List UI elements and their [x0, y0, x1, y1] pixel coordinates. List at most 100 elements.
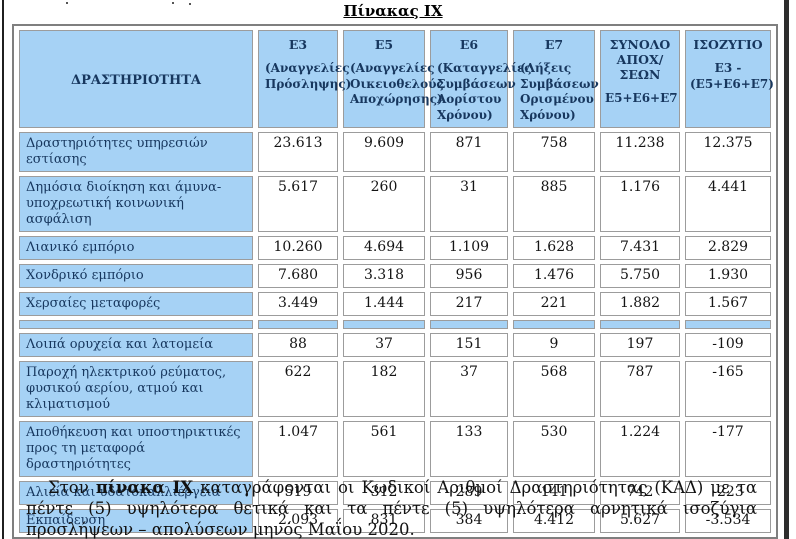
- separator-cell: [430, 320, 508, 330]
- value-cell: 141: [513, 481, 595, 506]
- value-cell: 956: [430, 264, 508, 289]
- header-e6: E6 (Καταγγελίες Συμβάσεων Αορίστου Χρόνο…: [430, 30, 532, 129]
- value-cell: 1.444: [343, 292, 425, 317]
- header-e7-desc: (Λήξεις Συμβάσεων Ορισμένου Χρόνου): [520, 61, 599, 122]
- value-cell: 260: [343, 176, 425, 233]
- value-cell: -3.534: [685, 509, 771, 534]
- caption-bold: πίνακα IX: [95, 478, 194, 497]
- value-cell: 384: [430, 509, 508, 534]
- table-row: Λιανικό εμπόριο 10.260 4.694 1.109 1.628 7.43…: [19, 236, 771, 261]
- page-border-right: [784, 0, 789, 539]
- value-cell: 37: [430, 361, 508, 418]
- value-cell: 519: [258, 481, 338, 506]
- value-cell: 312: [343, 481, 425, 506]
- value-cell: 1.476: [513, 264, 595, 289]
- caption-suffix: καταγράφονται οι Κωδικοί Αριθμοί Δραστηρ…: [26, 478, 757, 539]
- value-cell: -165: [685, 361, 771, 418]
- activity-cell: Χονδρικό εμπόριο: [19, 264, 253, 289]
- value-cell: 88: [258, 333, 338, 358]
- separator-row: [19, 320, 771, 330]
- value-cell: 37: [343, 333, 425, 358]
- header-total: ΣΥΝΟΛΟ ΑΠΟΧ/ΣΕΩΝ E5+E6+E7: [600, 30, 680, 129]
- header-e3-desc: (Αναγγελίες Πρόσληψης): [265, 61, 352, 91]
- value-cell: 12.375: [685, 132, 771, 173]
- value-cell: 2.093: [258, 509, 338, 534]
- value-cell: 5.627: [600, 509, 680, 534]
- activity-cell: Αποθήκευση και υποστηρικτικές προς τη με…: [19, 421, 253, 478]
- value-cell: 197: [600, 333, 680, 358]
- value-cell: -177: [685, 421, 771, 478]
- activity-cell: Λιανικό εμπόριο: [19, 236, 253, 261]
- value-cell: 9: [513, 333, 595, 358]
- value-cell: 11.238: [600, 132, 680, 173]
- activity-cell: Δραστηριότητες υπηρεσιών εστίασης: [19, 132, 253, 173]
- caption-paragraph: Στον πίνακα IX καταγράφονται οι Κωδικοί …: [26, 477, 757, 539]
- value-cell: 1.047: [258, 421, 338, 478]
- value-cell: 787: [600, 361, 680, 418]
- table-row: Λοιπά ορυχεία και λατομεία 88 37 151 9 197 -10…: [19, 333, 771, 358]
- value-cell: 3.449: [258, 292, 338, 317]
- header-e5-desc: (Αναγγελίες Οικειοθελούς Αποχώρησης): [350, 61, 444, 107]
- table-ix: ΔΡΑΣΤΗΡΙΟΤΗΤΑ E3 (Αναγγελίες Πρόσληψης) …: [12, 24, 778, 539]
- caption-prefix: Στον: [48, 478, 96, 497]
- separator-cell: [258, 320, 338, 330]
- value-cell: 23.613: [258, 132, 338, 173]
- header-e3: E3 (Αναγγελίες Πρόσληψης): [258, 30, 352, 129]
- header-total-desc: E5+E6+E7: [605, 91, 678, 105]
- table-title: Πίνακας IX: [343, 2, 443, 20]
- table-row: Αποθήκευση και υποστηρικτικές προς τη με…: [19, 421, 771, 478]
- activity-cell: Εκπαίδευση: [19, 509, 253, 534]
- value-cell: 217: [430, 292, 508, 317]
- activity-cell: Λοιπά ορυχεία και λατομεία: [19, 333, 253, 358]
- activity-cell: Αλιεία και υδατοκαλλιέργεια: [19, 481, 253, 506]
- table-row: Αλιεία και υδατοκαλλιέργεια 519 312 289 141 7…: [19, 481, 771, 506]
- header-row: ΔΡΑΣΤΗΡΙΟΤΗΤΑ E3 (Αναγγελίες Πρόσληψης) …: [19, 30, 774, 129]
- activity-cell: Παροχή ηλεκτρικού ρεύματος, φυσικού αερί…: [19, 361, 253, 418]
- value-cell: 7.680: [258, 264, 338, 289]
- separator-cell: [685, 320, 771, 330]
- value-cell: -109: [685, 333, 771, 358]
- value-cell: 9.609: [343, 132, 425, 173]
- value-cell: 622: [258, 361, 338, 418]
- header-e3-code: E3: [288, 37, 308, 52]
- table-row: Χονδρικό εμπόριο 7.680 3.318 956 1.476 5.750 1…: [19, 264, 771, 289]
- activity-cell: Χερσαίες μεταφορές: [19, 292, 253, 317]
- value-cell: 221: [513, 292, 595, 317]
- page-border-left: [2, 0, 4, 539]
- value-cell: 1.882: [600, 292, 680, 317]
- header-balance-code: ΙΣΟΖΥΓΙΟ: [693, 37, 763, 52]
- header-e5-code: E5: [374, 37, 394, 52]
- value-cell: 5.750: [600, 264, 680, 289]
- value-cell: 133: [430, 421, 508, 478]
- value-cell: 885: [513, 176, 595, 233]
- value-cell: 151: [430, 333, 508, 358]
- value-cell: 1.176: [600, 176, 680, 233]
- value-cell: 1.224: [600, 421, 680, 478]
- header-e7-code: E7: [544, 37, 564, 52]
- value-cell: 1.628: [513, 236, 595, 261]
- separator-cell: [19, 320, 253, 330]
- table-row: Παροχή ηλεκτρικού ρεύματος, φυσικού αερί…: [19, 361, 771, 418]
- header-e5: E5 (Αναγγελίες Οικειοθελούς Αποχώρησης): [343, 30, 444, 129]
- header-e6-desc: (Καταγγελίες Συμβάσεων Αορίστου Χρόνου): [437, 61, 532, 122]
- value-cell: -223: [685, 481, 771, 506]
- header-e7: E7 (Λήξεις Συμβάσεων Ορισμένου Χρόνου): [513, 30, 599, 129]
- value-cell: 289: [430, 481, 508, 506]
- value-cell: 10.260: [258, 236, 338, 261]
- value-cell: 742: [600, 481, 680, 506]
- value-cell: 5.617: [258, 176, 338, 233]
- table-row: Δημόσια διοίκηση και άμυνα- υποχρεωτική …: [19, 176, 771, 233]
- separator-cell: [600, 320, 680, 330]
- cut-off-text-artifact: [66, 2, 68, 4]
- header-activity: ΔΡΑΣΤΗΡΙΟΤΗΤΑ: [19, 30, 253, 129]
- value-cell: 758: [513, 132, 595, 173]
- header-e6-code: E6: [459, 37, 479, 52]
- value-cell: 1.109: [430, 236, 508, 261]
- header-total-code: ΣΥΝΟΛΟ ΑΠΟΧ/ΣΕΩΝ: [609, 37, 671, 82]
- activity-cell: Δημόσια διοίκηση και άμυνα- υποχρεωτική …: [19, 176, 253, 233]
- value-cell: 4.694: [343, 236, 425, 261]
- value-cell: 1.930: [685, 264, 771, 289]
- value-cell: 31: [430, 176, 508, 233]
- value-cell: 182: [343, 361, 425, 418]
